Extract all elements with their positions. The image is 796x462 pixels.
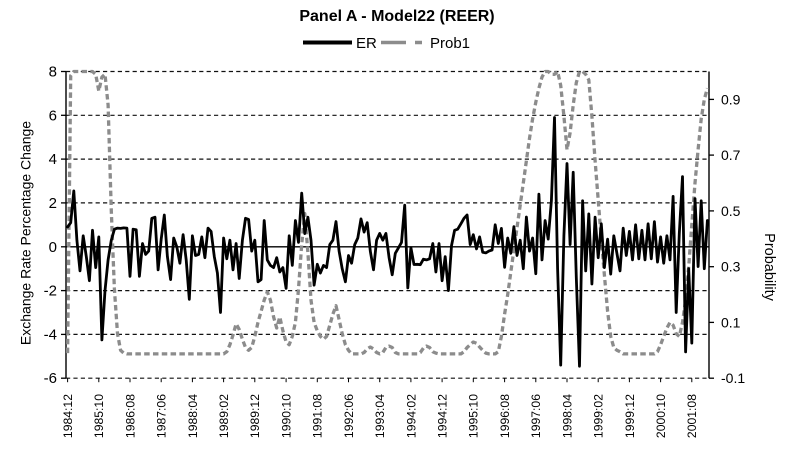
svg-text:1986:08: 1986:08: [123, 394, 137, 438]
svg-text:-4: -4: [44, 326, 57, 343]
svg-text:1999:02: 1999:02: [592, 394, 606, 438]
svg-text:-6: -6: [44, 370, 57, 387]
svg-text:1997:06: 1997:06: [529, 394, 543, 438]
svg-text:Panel A - Model22 (REER): Panel A - Model22 (REER): [299, 8, 494, 25]
svg-text:1996:08: 1996:08: [498, 394, 512, 438]
svg-text:1985:10: 1985:10: [92, 394, 106, 438]
svg-text:1994:12: 1994:12: [436, 394, 450, 438]
svg-text:1984:12: 1984:12: [61, 394, 75, 438]
svg-text:Exchange Rate Percentage Chang: Exchange Rate Percentage Change: [18, 121, 34, 345]
svg-text:1998:04: 1998:04: [560, 394, 574, 438]
svg-text:1993:04: 1993:04: [373, 394, 387, 438]
svg-text:ER: ER: [356, 35, 377, 52]
svg-text:1988:04: 1988:04: [186, 394, 200, 438]
svg-text:Prob1: Prob1: [430, 35, 470, 52]
svg-text:1995:10: 1995:10: [467, 394, 481, 438]
svg-text:1991:08: 1991:08: [311, 394, 325, 438]
svg-text:0.5: 0.5: [721, 203, 741, 219]
svg-text:Probability: Probability: [761, 233, 777, 301]
svg-text:1990:10: 1990:10: [280, 394, 294, 438]
svg-text:8: 8: [49, 64, 57, 81]
svg-text:1992:06: 1992:06: [342, 394, 356, 438]
svg-text:0.9: 0.9: [721, 91, 741, 107]
svg-text:6: 6: [49, 107, 57, 124]
svg-text:2000:10: 2000:10: [654, 394, 668, 438]
svg-text:1999:12: 1999:12: [623, 394, 637, 438]
svg-text:2001:08: 2001:08: [685, 394, 699, 438]
svg-text:0: 0: [49, 239, 57, 256]
svg-text:-0.1: -0.1: [721, 370, 745, 386]
svg-text:1994:02: 1994:02: [404, 394, 418, 438]
svg-text:4: 4: [49, 151, 57, 168]
svg-text:1987:06: 1987:06: [155, 394, 169, 438]
svg-text:2: 2: [49, 195, 57, 212]
svg-text:0.3: 0.3: [721, 259, 741, 275]
svg-text:1989:02: 1989:02: [217, 394, 231, 438]
svg-text:1989:12: 1989:12: [248, 394, 262, 438]
svg-text:0.7: 0.7: [721, 147, 741, 163]
svg-text:-2: -2: [44, 283, 57, 300]
svg-text:0.1: 0.1: [721, 314, 741, 330]
